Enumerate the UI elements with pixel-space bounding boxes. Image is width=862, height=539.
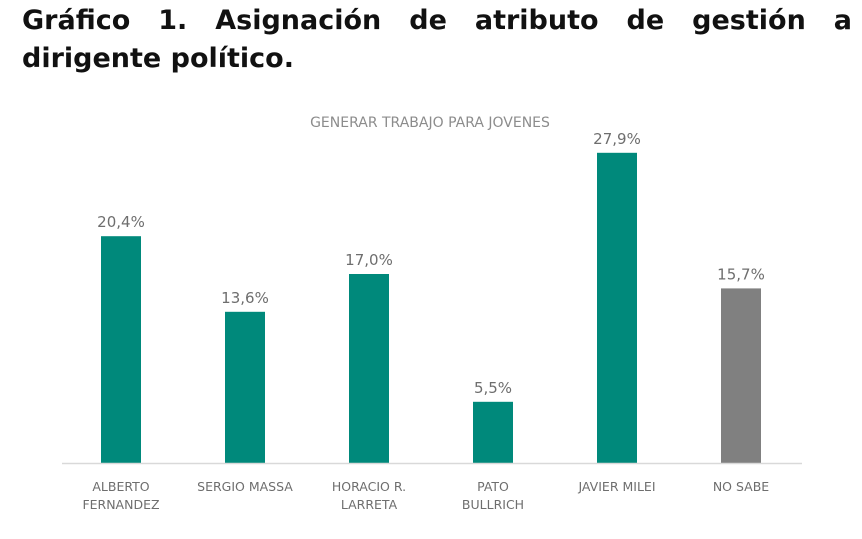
category-label-line: FERNANDEZ bbox=[82, 497, 159, 512]
category-label-horacio-r-larreta: HORACIO R. LARRETA bbox=[332, 479, 406, 512]
category-label-no-sabe: NO SABE bbox=[713, 479, 769, 494]
category-label-line: LARRETA bbox=[341, 497, 398, 512]
category-label-line: HORACIO R. bbox=[332, 479, 406, 494]
value-label-pato-bullrich: 5,5% bbox=[474, 379, 512, 397]
bar-no-sabe bbox=[721, 288, 761, 463]
category-label-line: NO SABE bbox=[713, 479, 769, 494]
value-label-horacio-r-larreta: 17,0% bbox=[345, 251, 393, 269]
category-label-line: SERGIO MASSA bbox=[197, 479, 293, 494]
category-label-line: BULLRICH bbox=[462, 497, 524, 512]
value-label-alberto-fernandez: 20,4% bbox=[97, 213, 145, 231]
bars-layer bbox=[101, 152, 761, 464]
category-label-sergio-massa: SERGIO MASSA bbox=[197, 479, 293, 494]
bar-sergio-massa bbox=[225, 311, 265, 463]
value-label-sergio-massa: 13,6% bbox=[221, 289, 269, 307]
category-label-alberto-fernandez: ALBERTO FERNANDEZ bbox=[82, 479, 159, 512]
value-label-no-sabe: 15,7% bbox=[717, 265, 765, 283]
bar-horacio-r-larreta bbox=[349, 274, 389, 463]
figure-title: Gráfico 1. Asignación de atributo de ges… bbox=[22, 5, 852, 74]
bar-javier-milei bbox=[597, 152, 637, 464]
labels-layer: 20,4% ALBERTO FERNANDEZ 13,6% SERGIO MASSA 17… bbox=[82, 130, 769, 512]
category-label-line: PATO bbox=[477, 479, 509, 494]
bar-alberto-fernandez bbox=[101, 236, 141, 463]
category-label-javier-milei: JAVIER MILEI bbox=[577, 479, 655, 494]
category-label-line: JAVIER MILEI bbox=[577, 479, 655, 494]
bar-pato-bullrich bbox=[473, 401, 513, 463]
category-label-pato-bullrich: PATO BULLRICH bbox=[462, 479, 524, 512]
value-label-javier-milei: 27,9% bbox=[593, 130, 641, 148]
chart-subtitle: GENERAR TRABAJO PARA JOVENES bbox=[310, 115, 550, 131]
category-label-line: ALBERTO bbox=[92, 479, 149, 494]
